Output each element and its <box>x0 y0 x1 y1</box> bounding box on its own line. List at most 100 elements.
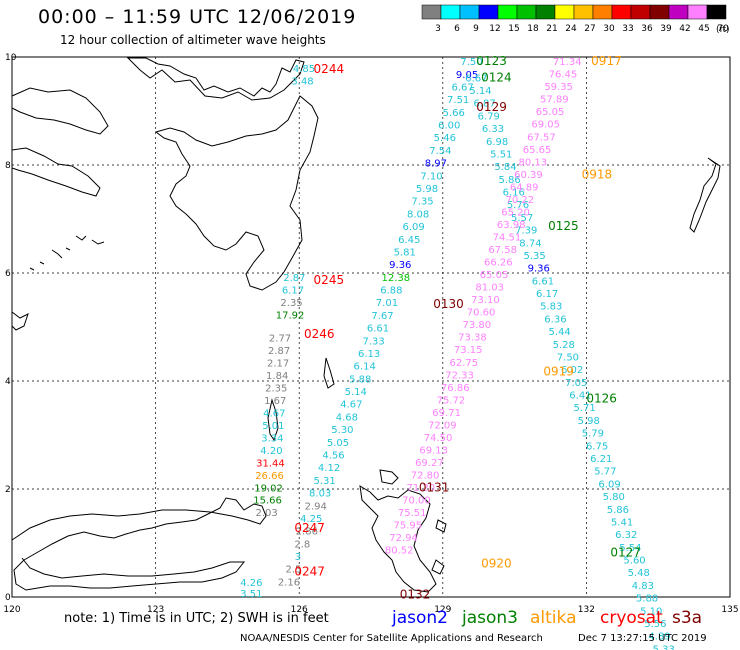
legend-tick-label: 3 <box>435 24 441 34</box>
wave-height-value: 4.89 <box>648 632 670 643</box>
wave-height-value: 5.56 <box>644 619 666 630</box>
wave-height-value: 1.84 <box>266 371 288 382</box>
wave-height-value: 3.48 <box>291 77 313 88</box>
wave-height-value: 6.41 <box>569 391 591 402</box>
wave-height-value: 5.14 <box>469 86 491 97</box>
legend-swatch <box>592 4 613 20</box>
lat-tick-label: 2 <box>5 485 11 495</box>
wave-height-value: 1.67 <box>264 396 286 407</box>
satellite-jason2: jason2 <box>392 608 448 628</box>
wave-height-value: 9.36 <box>389 260 411 271</box>
legend-tick-label: 21 <box>546 24 557 34</box>
track-0917: 71.3476.4559.3557.8965.0569.0567.5765.65… <box>385 57 582 557</box>
wave-height-value: 5.86 <box>607 505 629 516</box>
wave-height-value: 6.98 <box>486 137 508 148</box>
pass-time-label: 0131 <box>419 481 450 495</box>
satellite-jason3: jason3 <box>462 608 518 628</box>
pass-time-label: 0123 <box>476 54 507 68</box>
wave-height-value: 2.17 <box>267 359 289 370</box>
pass-time-label: 0247 <box>294 521 325 535</box>
legend-swatch <box>668 4 689 20</box>
wave-height-value: 4.26 <box>240 578 262 589</box>
wave-height-value: 6.17 <box>282 286 304 297</box>
wave-height-value: 5.51 <box>490 149 512 160</box>
wave-height-value: 69.27 <box>415 458 444 469</box>
wave-height-value: 6.02 <box>561 365 583 376</box>
legend-swatch <box>535 4 556 20</box>
pass-time-label: 0127 <box>610 546 641 560</box>
wave-height-value: 73.10 <box>471 295 500 306</box>
wave-height-value: 15.66 <box>253 496 282 507</box>
wave-height-value: 6.09 <box>598 479 620 490</box>
wave-height-value: 5.80 <box>603 492 625 503</box>
legend-swatch <box>421 4 442 20</box>
wave-height-value: 74.51 <box>493 232 522 243</box>
wave-height-value: 5.30 <box>331 425 353 436</box>
wave-height-value: 7.39 <box>515 226 537 237</box>
wave-height-value: 2.8 <box>294 539 310 550</box>
pass-time-label: 0125 <box>548 219 579 233</box>
pass-time-label: 0126 <box>586 392 617 406</box>
wave-height-value: 75.95 <box>394 521 423 532</box>
satellite-altika: altika <box>530 608 577 628</box>
wave-height-value: 59.35 <box>544 82 573 93</box>
pass-time-label: 0124 <box>481 70 512 84</box>
wave-height-value: 7.05 <box>565 378 587 389</box>
wave-height-value: 19.02 <box>254 483 283 494</box>
legend-tick-label: 33 <box>622 24 633 34</box>
coastline-morotai <box>379 469 399 485</box>
wave-height-value: 5.35 <box>523 251 545 262</box>
legend-tick-label: 70 <box>717 24 729 34</box>
wave-height-value: 4.67 <box>340 400 362 411</box>
wave-height-value: 4.67 <box>263 408 285 419</box>
lat-tick-label: 10 <box>5 53 17 63</box>
wave-height-value: 4.68 <box>336 412 358 423</box>
wave-height-value: 6.36 <box>544 314 566 325</box>
wave-height-value: 9.36 <box>528 264 550 275</box>
wave-height-value: 72.09 <box>428 420 457 431</box>
legend-swatch <box>649 4 670 20</box>
satellite-cryosat: cryosat <box>600 608 663 628</box>
wave-height-value: 3.34 <box>261 433 283 444</box>
wave-height-value: 2.5 <box>286 565 302 576</box>
wave-height-value: 63.98 <box>497 220 526 231</box>
legend-tick-label: 30 <box>603 24 615 34</box>
wave-height-value: 6.79 <box>478 111 500 122</box>
wave-height-value: 60.39 <box>514 170 543 181</box>
track-0124: 6.67 5.14 6.876.79 6.33 6.985.51 5.84 5.86 6.16… <box>465 73 675 650</box>
wave-height-value: 6.67 <box>465 73 487 84</box>
legend-tick-label: 39 <box>660 24 672 34</box>
wave-height-value: 6.17 <box>536 289 558 300</box>
map-subtitle: 12 hour collection of altimeter wave hei… <box>60 33 326 47</box>
wave-height-value: 5.83 <box>540 302 562 313</box>
wave-height-value: 9.05 <box>456 70 478 81</box>
wave-height-value: 2.87 <box>268 346 290 357</box>
wave-height-value: 3.51 <box>240 589 262 600</box>
pass-time-label: 0919 <box>543 365 574 379</box>
wave-height-value: 12.38 <box>382 273 411 284</box>
wave-height-value: 2.77 <box>269 334 291 345</box>
wave-height-value: 8.03 <box>309 489 331 500</box>
wave-height-value: 72.33 <box>445 370 474 381</box>
coastlines <box>11 57 721 593</box>
wave-height-value: 74.50 <box>424 433 453 444</box>
pass-time-label: 0247 <box>294 564 325 578</box>
coastline-halmahera <box>359 485 437 593</box>
wave-height-value: 6.14 <box>354 362 376 373</box>
map-title: 00:00 – 11:59 UTC 12/06/2019 <box>38 6 357 28</box>
wave-height-value: 64.89 <box>510 182 539 193</box>
legend-swatch <box>497 4 518 20</box>
graticule <box>12 57 730 597</box>
wave-height-value: 2.03 <box>256 508 278 519</box>
legend-swatch <box>440 4 461 20</box>
legend-tick-label: 36 <box>641 24 653 34</box>
wave-height-value: 2.87 <box>283 273 305 284</box>
wave-height-value: 7.50 <box>460 57 482 68</box>
wave-height-value: 5.54 <box>619 543 641 554</box>
wave-height-value: 7.50 <box>557 352 579 363</box>
legend-swatch <box>478 4 499 20</box>
wave-height-value: 5.10 <box>640 606 662 617</box>
legend-swatch <box>516 4 537 20</box>
coastline-mindanao <box>154 95 319 291</box>
